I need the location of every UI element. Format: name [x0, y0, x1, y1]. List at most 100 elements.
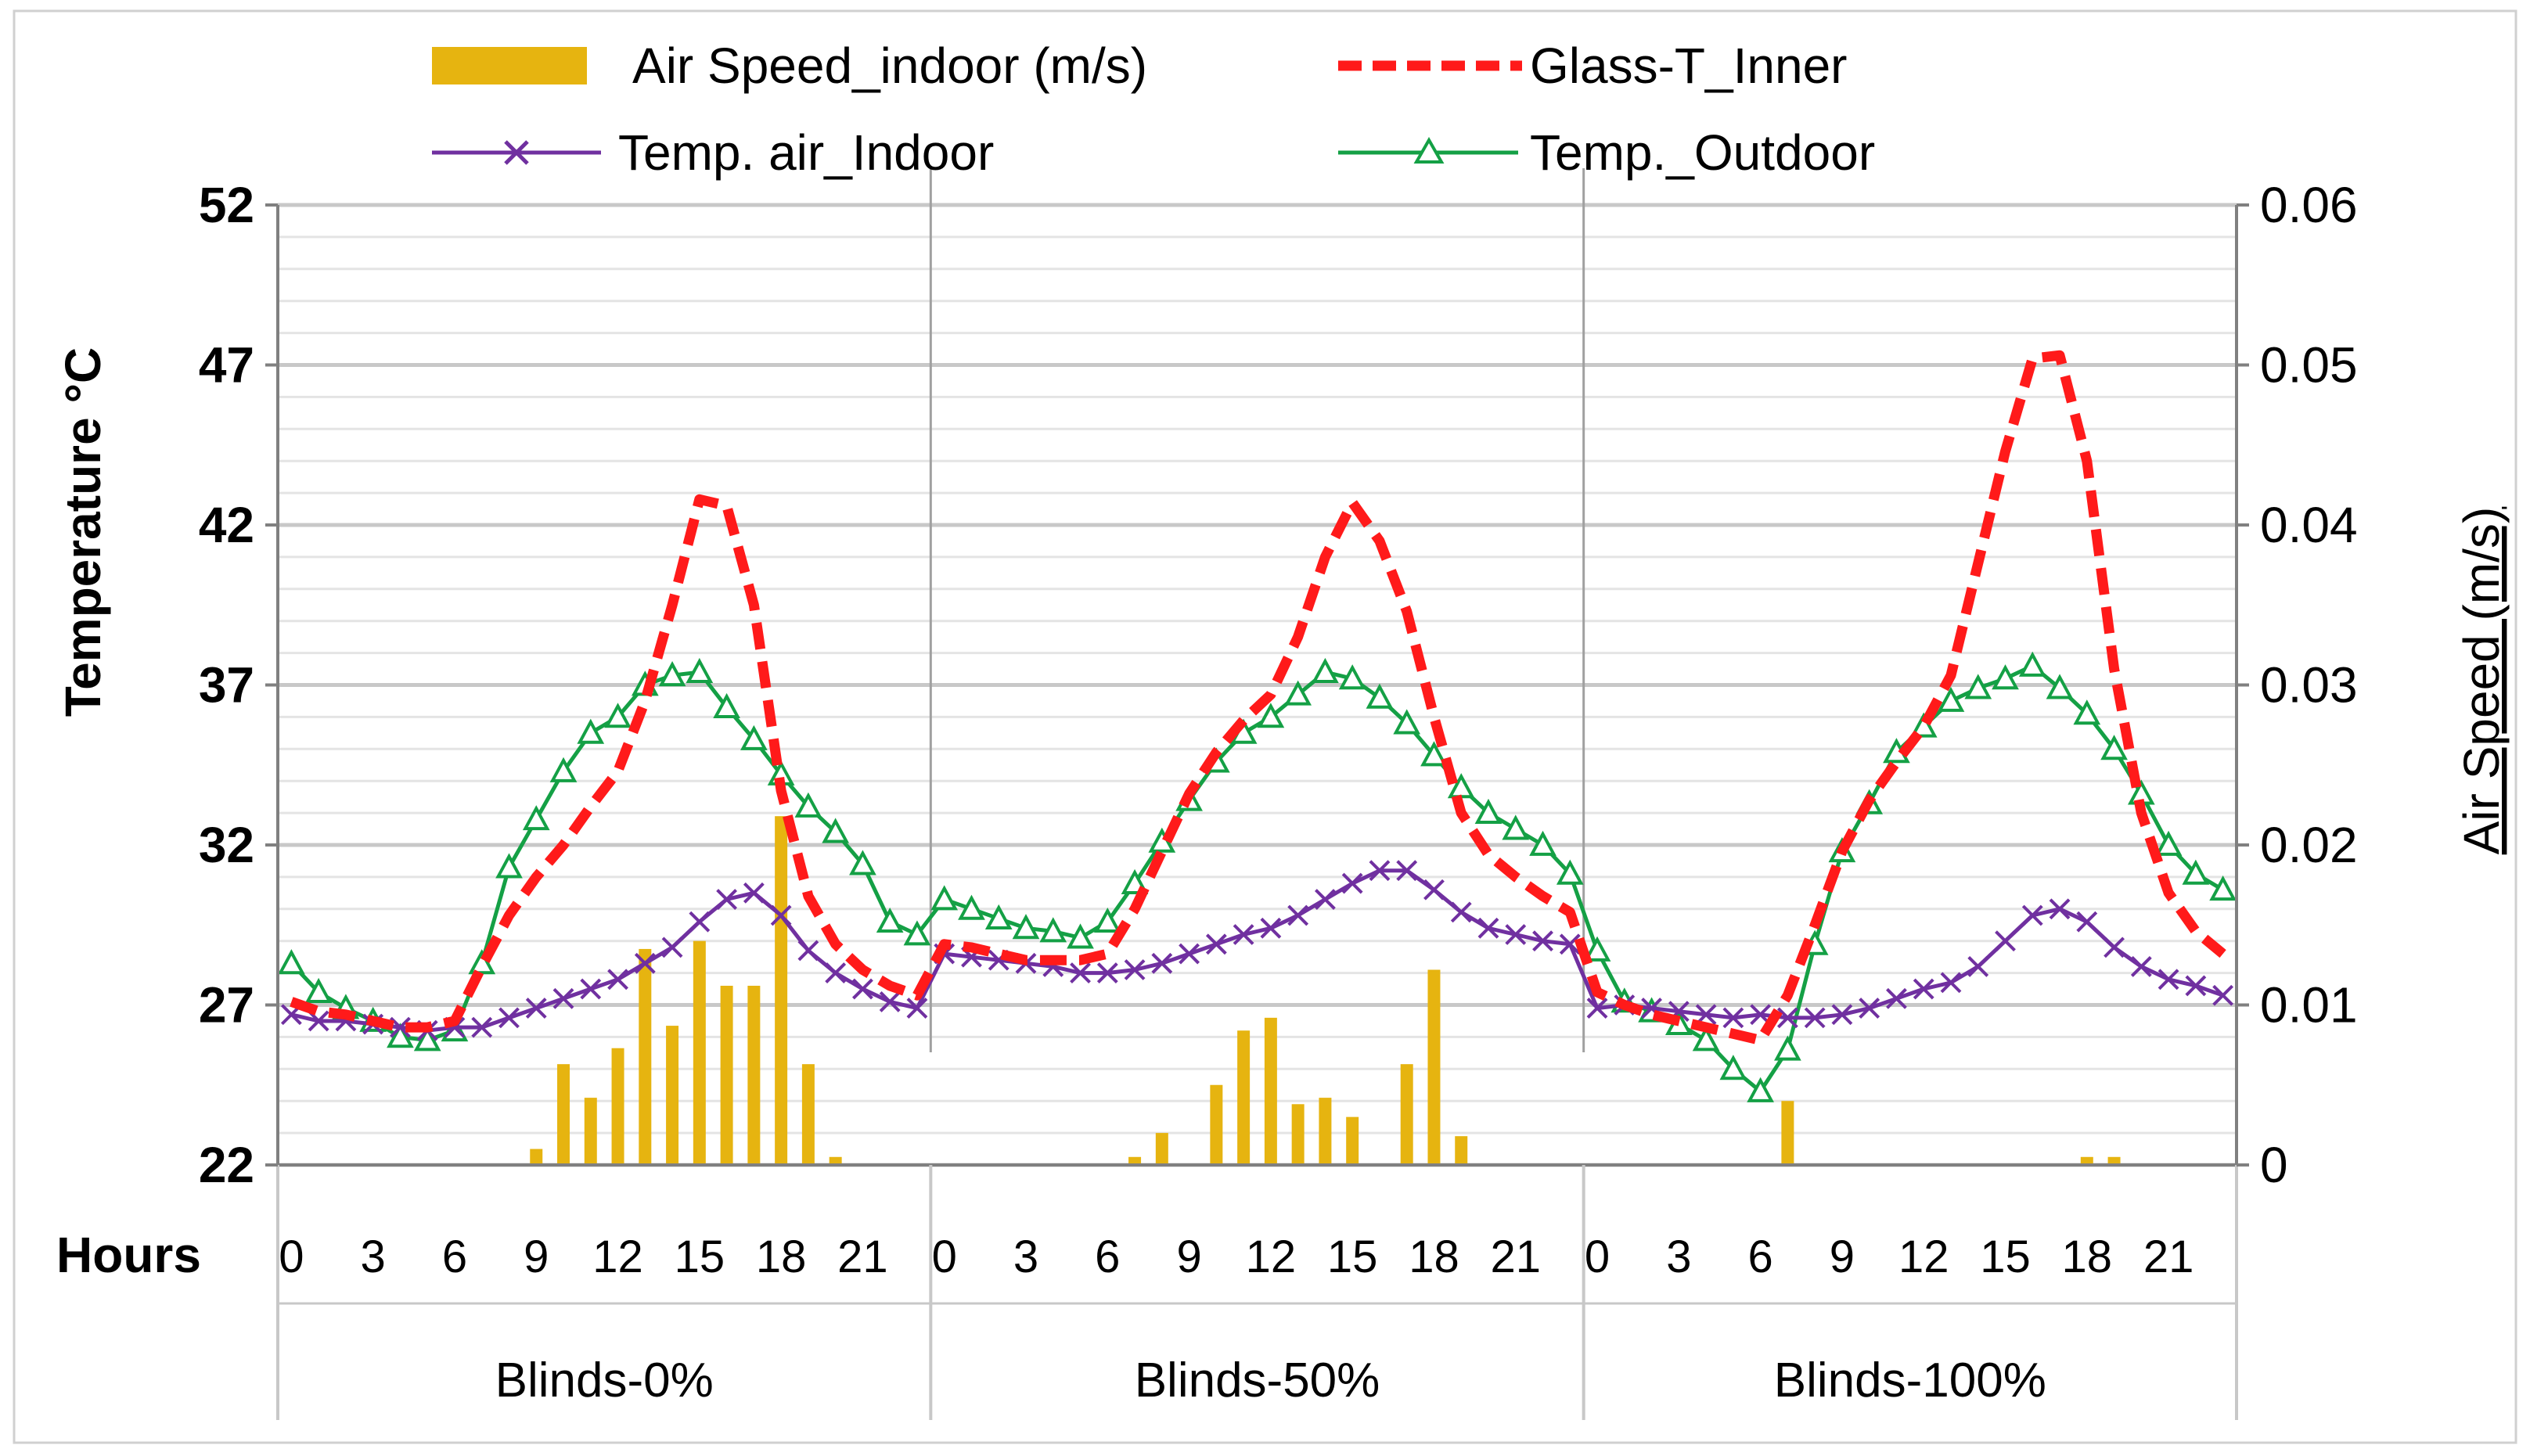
indoor-temp-marker-stroke	[1505, 924, 1527, 945]
indoor-temp-marker-stroke	[716, 889, 738, 910]
outdoor-temp-marker	[1502, 814, 1530, 840]
indoor-temp-marker	[1260, 917, 1282, 939]
indoor-temp-marker	[2185, 975, 2207, 997]
indoor-temp-marker-stroke	[1995, 930, 2016, 952]
x-axis-title: Hours	[56, 1227, 201, 1283]
indoor-temp-marker-stroke	[2076, 911, 2098, 933]
indoor-temp-marker-stroke	[1423, 879, 1445, 901]
air-speed-bar	[530, 1149, 543, 1165]
indoor-temp-marker-stroke	[2130, 956, 2152, 977]
indoor-temp-marker-stroke	[1233, 924, 1254, 945]
legend-label-glass: Glass-T_Inner	[1530, 38, 1847, 94]
indoor-temp-marker	[525, 998, 547, 1019]
y-tick-label: 32	[199, 817, 254, 873]
indoor-temp-marker	[2076, 911, 2098, 933]
indoor-temp-marker-stroke	[2158, 969, 2179, 990]
indoor-temp-marker	[1532, 930, 1553, 952]
hour-tick-label: 6	[442, 1231, 467, 1282]
outdoor-temp-marker	[278, 949, 305, 975]
indoor-temp-marker-stroke	[1886, 987, 1907, 1009]
indoor-temp-marker	[661, 937, 683, 958]
air-speed-bar	[2080, 1156, 2093, 1165]
indoor-temp-marker	[852, 978, 873, 1000]
outdoor-temp-marker	[1909, 712, 1938, 738]
hour-tick-label: 15	[675, 1231, 725, 1282]
air-speed-bar	[1346, 1116, 1359, 1165]
category-label: Blinds-0%	[495, 1354, 714, 1407]
indoor-temp-marker-stroke	[607, 969, 628, 990]
legend-label-air-speed: Air Speed_indoor (m/s)	[632, 38, 1147, 94]
hour-tick-label: 18	[1409, 1231, 1459, 1282]
category-label: Blinds-50%	[1135, 1354, 1380, 1407]
indoor-temp-marker-stroke	[879, 990, 901, 1012]
outdoor-temp-marker	[1257, 703, 1285, 728]
indoor-temp-marker	[1205, 933, 1227, 955]
indoor-temp-marker	[825, 962, 847, 984]
outdoor-temp-marker	[930, 885, 959, 911]
outdoor-temp-marker	[1747, 1077, 1774, 1102]
outdoor-temp-marker	[1012, 914, 1040, 940]
indoor-temp-marker-stroke	[770, 904, 792, 926]
outdoor-temp-marker	[740, 724, 768, 750]
indoor-temp-marker-stroke	[797, 940, 819, 962]
indoor-temp-marker-stroke	[825, 962, 847, 984]
hour-tick-label: 21	[2143, 1231, 2194, 1282]
indoor-temp-marker	[2130, 956, 2152, 977]
indoor-temp-marker-stroke	[1070, 962, 1091, 984]
indoor-temp-marker	[1776, 1007, 1798, 1029]
hour-tick-label: 12	[592, 1231, 643, 1282]
glass-temp-line	[290, 350, 2226, 1045]
air-speed-bar	[775, 816, 788, 1165]
air-speed-bar	[829, 1156, 842, 1165]
y-tick-label: 42	[199, 497, 254, 553]
category-label: Blinds-100%	[1774, 1354, 2046, 1407]
hour-tick-label: 0	[932, 1231, 957, 1282]
indoor-temp-marker-stroke	[634, 952, 656, 974]
outdoor-temp-marker	[549, 757, 578, 782]
indoor-temp-marker-stroke	[1831, 1004, 1853, 1026]
air-speed-bar	[1400, 1064, 1413, 1165]
indoor-temp-marker	[1070, 962, 1091, 984]
indoor-temp-marker	[1586, 998, 1608, 1019]
outdoor-temp-marker	[1774, 1035, 1801, 1061]
indoor-temp-line	[290, 868, 2224, 1033]
indoor-temp-marker	[471, 1016, 493, 1038]
indoor-temp-marker-stroke	[1205, 933, 1227, 955]
air-speed-bar	[1427, 969, 1441, 1165]
indoor-temp-marker-stroke	[1450, 901, 1472, 923]
indoor-temp-marker-stroke	[1396, 860, 1418, 882]
indoor-temp-marker	[1886, 987, 1907, 1009]
legend-label-indoor: Temp. air_Indoor	[618, 124, 994, 181]
indoor-temp-marker	[1967, 956, 1989, 977]
outdoor-temp-marker	[1937, 686, 1965, 712]
indoor-temp-marker	[2021, 904, 2043, 926]
indoor-temp-marker	[2212, 984, 2234, 1006]
hour-tick-label: 3	[1666, 1231, 1691, 1282]
indoor-temp-marker	[743, 882, 765, 904]
y-tick-label: 27	[199, 977, 254, 1034]
outdoor-temp-marker	[1556, 859, 1584, 885]
legend-label-outdoor: Temp._Outdoor	[1530, 124, 1875, 181]
outdoor-temp-marker	[686, 657, 714, 684]
outdoor-temp-marker	[876, 907, 904, 933]
hour-tick-label: 9	[524, 1231, 549, 1282]
indoor-temp-marker-stroke	[1641, 998, 1662, 1019]
outdoor-temp-marker	[1366, 683, 1394, 709]
outdoor-temp-marker	[1093, 907, 1121, 933]
y-tick-label: 52	[199, 177, 254, 233]
indoor-temp-marker-stroke	[1750, 1004, 1772, 1026]
hour-tick-label: 9	[1830, 1231, 1855, 1282]
y2-tick-label: 0	[2260, 1137, 2288, 1193]
outdoor-temp-marker	[903, 920, 931, 946]
indoor-temp-marker-stroke	[906, 998, 928, 1019]
indoor-temp-marker-stroke	[1096, 962, 1118, 984]
outdoor-temp-marker	[958, 894, 985, 920]
outdoor-temp-marker	[794, 792, 822, 818]
indoor-temp-marker	[1233, 924, 1254, 945]
indoor-temp-marker	[879, 990, 901, 1012]
hour-tick-label: 6	[1747, 1231, 1772, 1282]
indoor-temp-marker-stroke	[498, 1007, 520, 1029]
outdoor-temp-marker	[1420, 741, 1448, 767]
y2-tick-label: 0.06	[2260, 177, 2358, 233]
